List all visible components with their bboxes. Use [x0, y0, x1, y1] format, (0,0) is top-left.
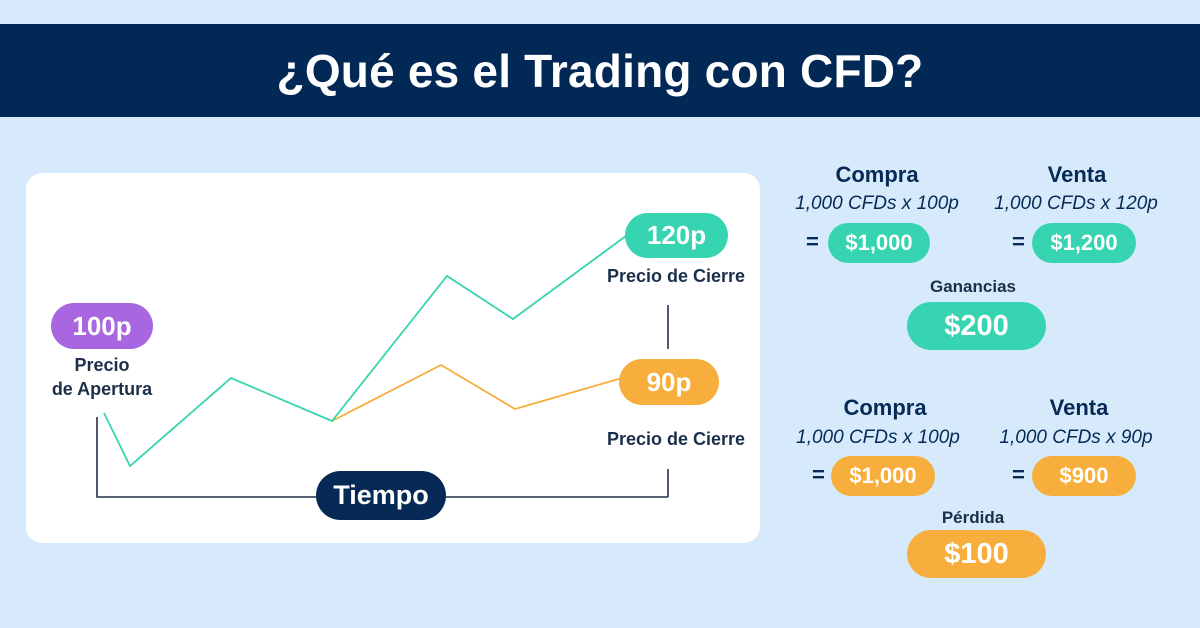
profit-sell-heading: Venta — [1047, 162, 1107, 187]
header-banner: ¿Qué es el Trading con CFD? — [0, 24, 1200, 117]
close-price-low-badge: 90p — [619, 359, 719, 405]
profit-result-label: Ganancias — [930, 277, 1016, 296]
time-axis-bracket — [96, 417, 316, 498]
close-price-high-badge: 120p — [625, 213, 728, 258]
profit-sell-total-badge: $1,200 — [1032, 223, 1136, 263]
loss-buy-total-badge: $1,000 — [831, 456, 935, 496]
loss-result-label: Pérdida — [941, 508, 1005, 527]
profit-buy-equals: = — [806, 229, 819, 254]
loss-buy-heading: Compra — [843, 395, 927, 420]
loss-sell-equals: = — [1012, 462, 1025, 487]
open-price-label-line2: de Apertura — [51, 379, 153, 399]
loss-buy-equals: = — [812, 462, 825, 487]
time-badge: Tiempo — [316, 471, 446, 520]
profit-result-badge: $200 — [907, 302, 1046, 350]
loss-buy-detail: 1,000 CFDs x 100p — [796, 427, 960, 448]
close-price-high-label: Precio de Cierre — [606, 266, 746, 286]
profit-price-line — [103, 232, 631, 468]
page-title: ¿Qué es el Trading con CFD? — [276, 44, 924, 97]
profit-sell-detail: 1,000 CFDs x 120p — [994, 193, 1158, 214]
loss-sell-total-badge: $900 — [1032, 456, 1136, 496]
loss-price-line — [331, 363, 623, 422]
price-diagram — [96, 232, 669, 498]
loss-sell-heading: Venta — [1049, 395, 1109, 420]
close-price-low-label: Precio de Cierre — [606, 429, 746, 449]
profit-sell-equals: = — [1012, 229, 1025, 254]
profit-buy-detail: 1,000 CFDs x 100p — [795, 193, 959, 214]
price-diagram-card: 120p Precio de Cierre 100p Precio de Ape… — [26, 173, 760, 543]
loss-result-badge: $100 — [907, 530, 1046, 578]
loss-sell-detail: 1,000 CFDs x 90p — [999, 427, 1153, 448]
profit-buy-heading: Compra — [835, 162, 919, 187]
open-price-badge: 100p — [51, 303, 153, 349]
profit-buy-total-badge: $1,000 — [828, 223, 930, 263]
open-price-label-line1: Precio — [74, 355, 130, 375]
